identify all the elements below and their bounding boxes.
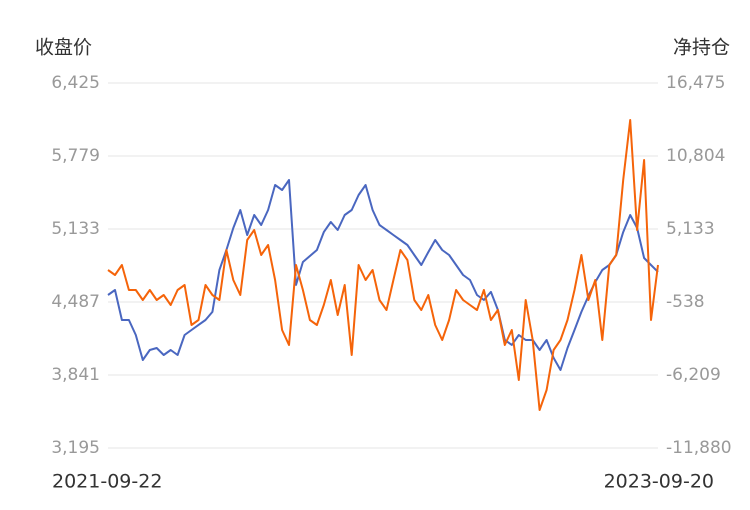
x-tick-label: 2021-09-22: [52, 471, 162, 493]
y2-tick-label: -538: [666, 292, 705, 312]
y2-tick-label: 5,133: [666, 219, 715, 239]
y-tick-label: 5,133: [51, 219, 100, 239]
y-tick-label: 5,779: [51, 146, 100, 166]
y-tick-label: 6,425: [51, 73, 100, 93]
y-tick-label: 4,487: [51, 292, 100, 312]
y2-tick-label: -11,880: [666, 438, 732, 458]
series-line: [107, 119, 659, 411]
y-tick-label: 3,195: [51, 438, 100, 458]
y2-axis-title: 净持仓: [673, 37, 730, 59]
y2-tick-label: -6,209: [666, 365, 721, 385]
series-line: [107, 179, 659, 371]
y-axis-title: 收盘价: [35, 37, 92, 59]
y2-tick-label: 16,475: [666, 73, 725, 93]
y-tick-label: 3,841: [51, 365, 100, 385]
y2-tick-label: 10,804: [666, 146, 725, 166]
x-tick-label: 2023-09-20: [604, 471, 714, 493]
